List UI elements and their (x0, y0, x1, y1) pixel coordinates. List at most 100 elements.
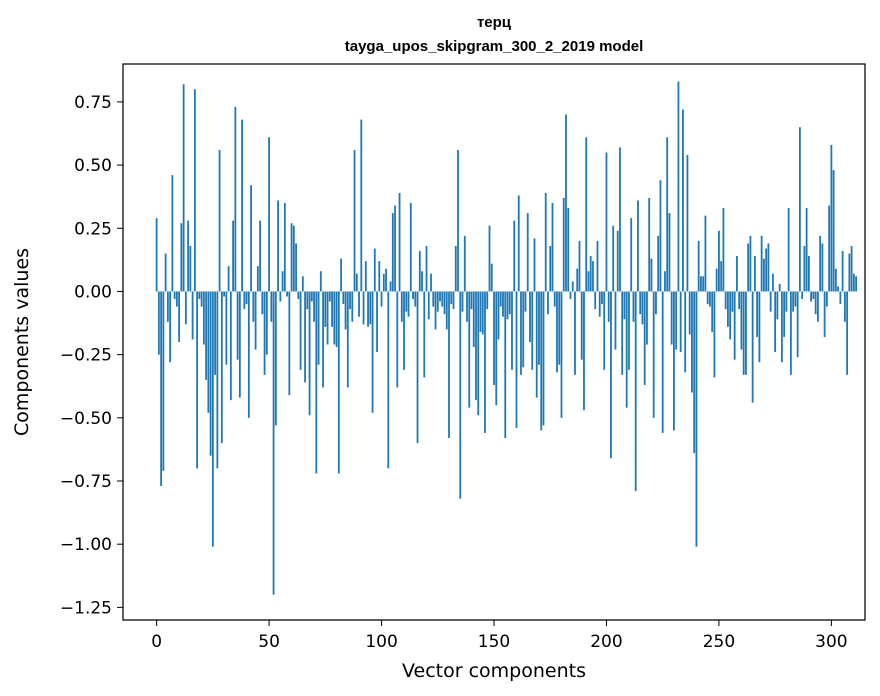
bar (360, 119, 363, 292)
bar (583, 291, 585, 411)
bar (378, 261, 381, 292)
bar (209, 291, 212, 456)
bar (787, 208, 790, 292)
bar (342, 291, 345, 305)
bar (306, 291, 309, 310)
bar (389, 281, 392, 292)
bar (760, 235, 763, 292)
bar (852, 273, 855, 292)
bar (684, 291, 687, 373)
bar (297, 291, 300, 300)
bar (162, 291, 165, 471)
bar (668, 213, 671, 292)
bar (713, 291, 716, 378)
bar (637, 200, 639, 292)
bar (488, 225, 491, 292)
bar (373, 248, 376, 292)
bar (344, 291, 347, 330)
bar (274, 291, 277, 426)
bar (157, 291, 160, 355)
bar (589, 256, 592, 292)
bar (317, 291, 320, 365)
bar (594, 291, 597, 310)
bar (259, 220, 261, 292)
bar (729, 291, 732, 340)
bar (733, 291, 736, 360)
bar (670, 291, 673, 345)
bar (598, 291, 601, 317)
bar (283, 203, 286, 292)
bar (605, 152, 608, 292)
bar (205, 291, 208, 380)
bar (677, 81, 680, 292)
y-tick-label: −1.00 (60, 535, 112, 555)
bar (252, 291, 255, 322)
bar (220, 291, 223, 444)
bar (459, 291, 462, 499)
bar (261, 291, 264, 315)
y-tick-label: 0.75 (74, 93, 112, 113)
bar (569, 291, 572, 300)
y-tick-label: −1.25 (60, 598, 112, 618)
bar (574, 291, 576, 375)
bar (398, 192, 401, 292)
bar (328, 291, 331, 302)
bar (621, 291, 624, 375)
bar (349, 291, 351, 310)
bar (333, 291, 336, 345)
bar (198, 291, 201, 300)
bar (425, 245, 428, 292)
y-tick-label: −0.50 (60, 409, 112, 429)
bar (702, 276, 705, 292)
bar (457, 149, 459, 292)
bar (731, 291, 734, 312)
y-axis: −1.25 −1.00 −0.75 −0.50 −0.25 0.00 0.25 0.50 0.7… (60, 93, 123, 618)
x-axis-label: Vector components (402, 660, 586, 682)
bar (747, 243, 750, 292)
bar (794, 291, 797, 307)
bar (490, 263, 493, 292)
bar (722, 208, 725, 292)
bar (812, 291, 815, 300)
bar (765, 248, 768, 292)
bar (387, 291, 390, 469)
bar (270, 291, 273, 322)
bar (468, 291, 471, 408)
bar (225, 291, 228, 365)
bar (218, 149, 221, 292)
bar (171, 175, 174, 292)
bar (652, 291, 655, 418)
bar (173, 291, 176, 300)
bar (263, 291, 266, 375)
bar (434, 291, 437, 330)
bar (445, 291, 448, 330)
bar (789, 291, 792, 375)
bar (709, 291, 711, 307)
bar (403, 291, 405, 370)
bar (155, 218, 158, 292)
bar (625, 291, 628, 408)
bar (499, 291, 502, 307)
bar (504, 291, 507, 439)
bar (279, 291, 282, 302)
bar (855, 276, 858, 292)
bars-group (155, 81, 858, 595)
bar (454, 245, 457, 292)
bar (182, 84, 185, 292)
bar (792, 291, 795, 312)
bar (268, 137, 270, 292)
x-tick-label: 300 (815, 632, 847, 652)
bar (238, 291, 241, 398)
bar (533, 238, 536, 292)
bar (610, 291, 612, 459)
bar (783, 291, 786, 337)
bar (738, 291, 741, 310)
bar (520, 291, 522, 375)
x-tick-label: 0 (151, 632, 162, 652)
bar (355, 273, 358, 292)
bar (405, 291, 408, 312)
bar (430, 273, 432, 292)
bar (286, 291, 288, 297)
bar (407, 291, 410, 317)
bar (634, 291, 637, 492)
